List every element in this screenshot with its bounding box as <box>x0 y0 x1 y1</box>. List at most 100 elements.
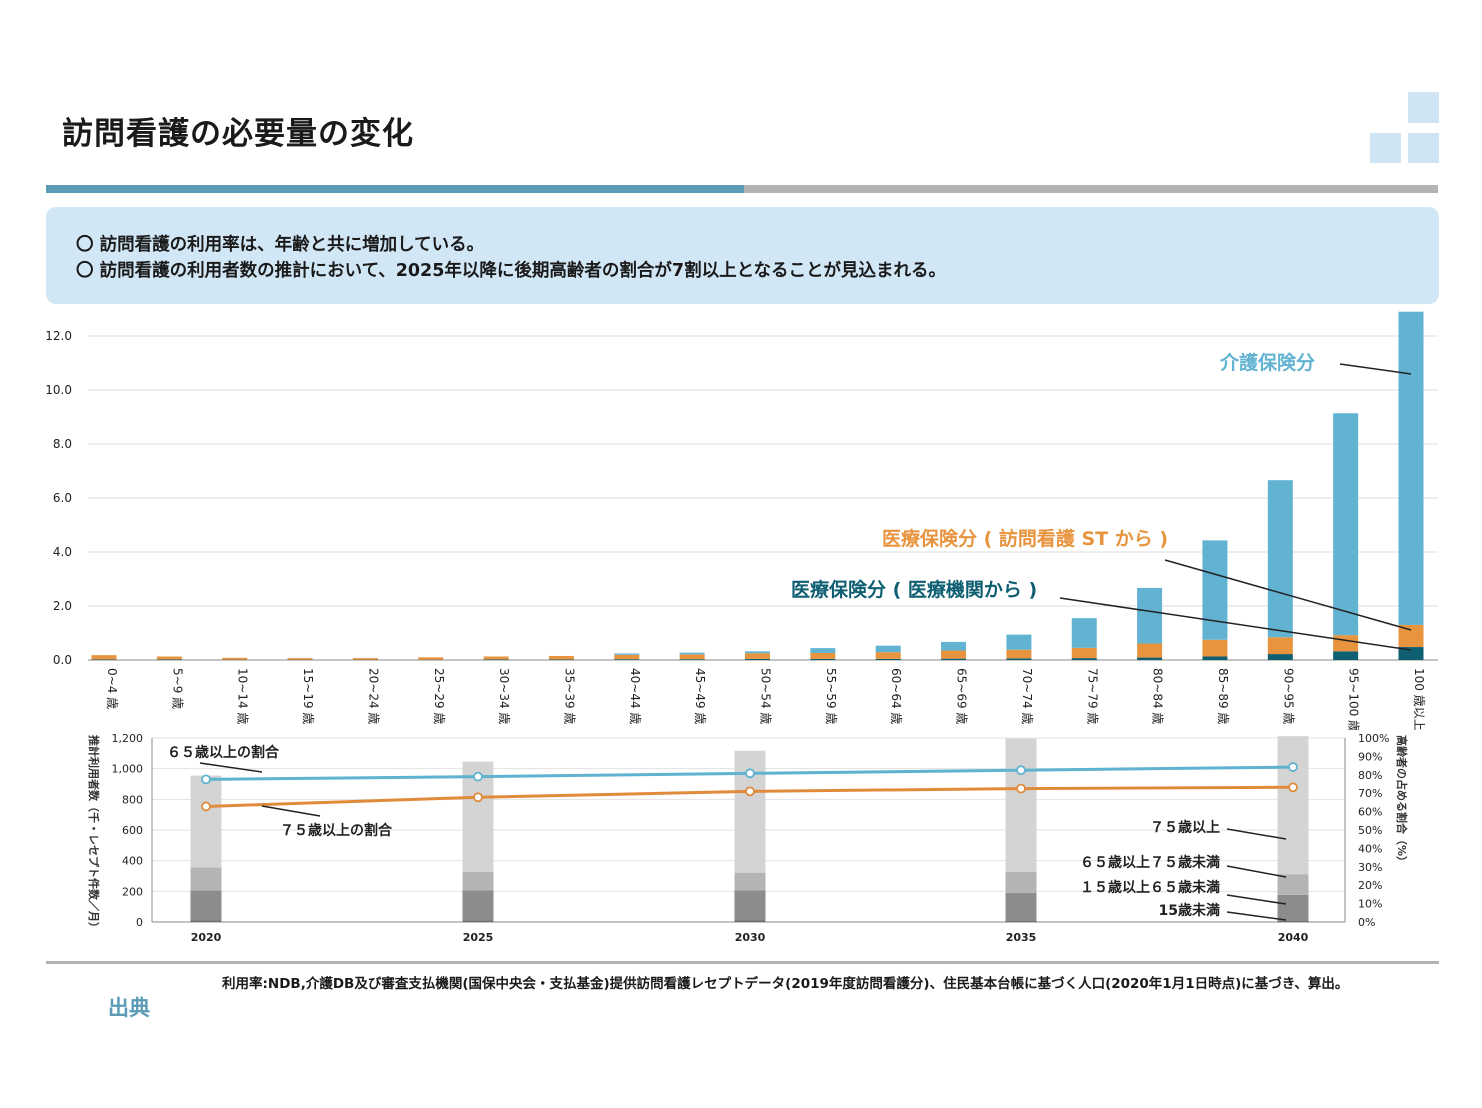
y2-tick-label: 60% <box>1358 806 1382 819</box>
bar-segment <box>1267 654 1293 660</box>
y2-tick-label: 90% <box>1358 750 1382 763</box>
line-point <box>1016 765 1026 776</box>
bar-segment <box>1277 736 1309 875</box>
bar-segment <box>1333 413 1359 636</box>
bar-segment <box>1398 647 1424 660</box>
x-tick-label: 45~49 歳 <box>693 668 707 724</box>
source-text: 利用率:NDB,介護DB及び審査支払機関(国保中央会・支払基金)提供訪問看護レセ… <box>222 976 1349 992</box>
y-tick-label: 8.0 <box>53 437 72 451</box>
x-tick-label: 2040 <box>1278 931 1309 944</box>
usage-rate-chart: 0.0 2.0 4.0 6.0 8.0 10.0 12.0 0~4 歳 5~9 歳 10~14 歳… <box>45 311 1438 730</box>
bar-segment <box>1137 587 1163 644</box>
x-tick-label: 35~39 歳 <box>562 668 576 724</box>
decor-square-left <box>1370 133 1401 163</box>
bar-segment <box>483 656 509 660</box>
x-tick-label: 100 歳以上 <box>1412 668 1426 730</box>
x-tick-label: 0~4 歳 <box>105 668 119 709</box>
leader-age65-75 <box>1226 865 1287 878</box>
summary-line-1: 〇 訪問看護の利用率は、年齢と共に増加している。 <box>76 235 485 255</box>
leader-ratio65 <box>199 762 263 773</box>
y2-tick-label: 0% <box>1358 916 1375 929</box>
source-label: 出典 <box>108 996 150 1020</box>
bar-segment <box>156 656 182 660</box>
bar-segment <box>875 652 901 659</box>
line-point <box>1016 783 1026 794</box>
y2-tick-label: 10% <box>1358 898 1382 911</box>
y2-tick-label: 20% <box>1358 879 1382 892</box>
bar-segment <box>462 920 494 922</box>
y-tick-label: 1,000 <box>112 763 144 776</box>
bar-segment <box>614 654 640 660</box>
bar-segment <box>287 658 313 660</box>
y-tick-label: 0 <box>136 916 143 929</box>
y-tick-label: 2.0 <box>53 599 72 613</box>
label-age75: ７５歳以上 <box>1150 819 1220 836</box>
bar-segment <box>352 658 378 660</box>
bar-segment <box>875 658 901 660</box>
bar-segment <box>1006 658 1032 660</box>
x-tick-label: 2025 <box>463 931 494 944</box>
bar-segment <box>1071 647 1097 659</box>
bar-segment <box>734 890 766 921</box>
y-tick-label: 600 <box>122 824 143 837</box>
bar-segment <box>614 653 640 655</box>
bar-segment <box>875 645 901 653</box>
x-tick-label: 55~59 歳 <box>824 668 838 724</box>
x-tick-label: 15~19 歳 <box>301 668 315 724</box>
bar-segment <box>1005 872 1037 893</box>
bar-segment <box>1267 480 1293 638</box>
leader-age15-65 <box>1226 894 1287 905</box>
bar-segment <box>548 659 574 660</box>
label-age-u15: 15歳未満 <box>1159 902 1220 919</box>
bar-segment <box>1071 618 1097 648</box>
x-tick-label: 40~44 歳 <box>628 668 642 724</box>
leader-age-u15 <box>1226 911 1287 921</box>
bar-segment <box>614 659 640 660</box>
y2-tick-label: 30% <box>1358 861 1382 874</box>
bar-segment <box>1398 624 1424 648</box>
leader-kaigo <box>1339 363 1412 375</box>
y-tick-label: 6.0 <box>53 491 72 505</box>
y-tick-label: 12.0 <box>45 329 72 343</box>
bar-segment <box>418 657 444 660</box>
y2-tick-label: 40% <box>1358 842 1382 855</box>
bar-segment <box>810 652 836 659</box>
label-kaigo: 介護保険分 <box>1219 351 1315 374</box>
label-age65-75: ６５歳以上７５歳未満 <box>1080 854 1220 871</box>
bar-segment <box>1202 656 1228 660</box>
line-point <box>1288 782 1298 793</box>
leader-ratio75 <box>261 805 321 817</box>
x-tick-label: 60~64 歳 <box>889 668 903 724</box>
bar-segment <box>679 659 705 660</box>
label-iryo-st: 医療保険分 ( 訪問看護 ST から ) <box>882 527 1168 550</box>
x-tick-label: 50~54 歳 <box>759 668 773 724</box>
bar-segment <box>1005 920 1037 922</box>
line-point <box>201 801 211 812</box>
ylabel-left: 推計利用者数（千・レセプト件数／月） <box>87 735 101 933</box>
bar-segment <box>1277 894 1309 921</box>
bar-segment <box>548 655 574 660</box>
x-tick-label: 2020 <box>191 931 222 944</box>
bar-segment <box>745 651 770 654</box>
ylabel-right: 高齢者の占める割合（%） <box>1395 735 1409 867</box>
decor-square-top <box>1408 92 1439 123</box>
bar-segment <box>190 920 222 922</box>
x-tick-label: 65~69 歳 <box>955 668 969 724</box>
y-tick-label: 200 <box>122 885 143 898</box>
x-tick-label: 20~24 歳 <box>366 668 380 724</box>
bar-segment <box>222 657 248 660</box>
line-point <box>201 774 211 785</box>
bar-segment <box>462 872 494 891</box>
line-point <box>473 771 483 782</box>
bar-segment <box>745 658 770 660</box>
leader-iryo-kikan <box>1059 597 1412 651</box>
bar-segment <box>941 641 967 651</box>
bar-segment <box>734 872 766 891</box>
leader-age75 <box>1226 828 1287 840</box>
bar-segment <box>745 653 770 659</box>
bar-segment <box>1202 639 1228 657</box>
x-tick-label: 75~79 歳 <box>1085 668 1099 724</box>
bar-segment <box>1005 738 1037 873</box>
line-point <box>745 786 755 797</box>
decor-square-right <box>1408 133 1439 163</box>
